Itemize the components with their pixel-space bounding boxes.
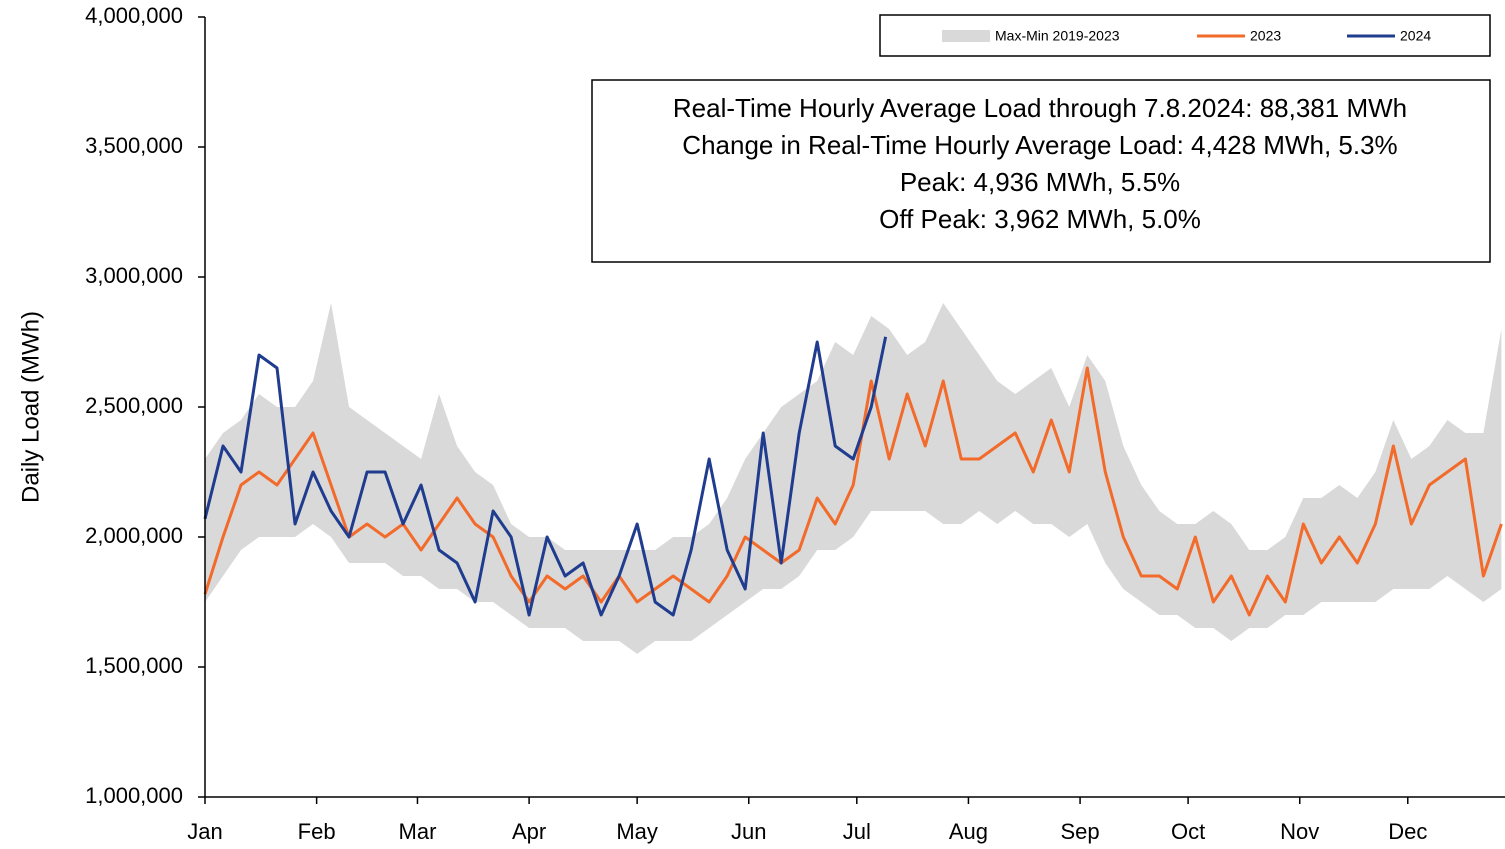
x-tick-label: Jun bbox=[731, 819, 766, 844]
legend-swatch bbox=[942, 30, 990, 42]
x-tick-label: Jul bbox=[843, 819, 871, 844]
annotation: Off Peak: 3,962 MWh, 5.0% bbox=[879, 204, 1201, 234]
y-tick-label: 2,500,000 bbox=[85, 393, 183, 418]
x-tick-label: Aug bbox=[949, 819, 988, 844]
y-tick-label: 4,000,000 bbox=[85, 3, 183, 28]
annotation: Peak: 4,936 MWh, 5.5% bbox=[900, 167, 1180, 197]
legend-label: 2023 bbox=[1250, 28, 1281, 44]
x-tick-label: Feb bbox=[298, 819, 336, 844]
x-tick-label: Mar bbox=[399, 819, 437, 844]
x-tick-label: Jan bbox=[187, 819, 222, 844]
legend-label: Max-Min 2019-2023 bbox=[995, 28, 1120, 44]
x-tick-label: Oct bbox=[1171, 819, 1205, 844]
y-tick-label: 1,000,000 bbox=[85, 783, 183, 808]
y-tick-label: 2,000,000 bbox=[85, 523, 183, 548]
x-tick-label: Nov bbox=[1280, 819, 1319, 844]
annotation: Change in Real-Time Hourly Average Load:… bbox=[682, 130, 1397, 160]
x-tick-label: Sep bbox=[1060, 819, 1099, 844]
y-tick-label: 3,000,000 bbox=[85, 263, 183, 288]
series-line bbox=[203, 366, 1503, 617]
annotation: Real-Time Hourly Average Load through 7.… bbox=[673, 93, 1407, 123]
y-axis-label: Daily Load (MWh) bbox=[17, 311, 44, 503]
y-tick-label: 1,500,000 bbox=[85, 653, 183, 678]
series-line bbox=[203, 336, 888, 617]
annotation-box bbox=[591, 79, 1491, 263]
x-tick-label: Apr bbox=[512, 819, 546, 844]
legend-label: 2024 bbox=[1400, 28, 1431, 44]
x-tick-label: May bbox=[616, 819, 658, 844]
y-tick-label: 3,500,000 bbox=[85, 133, 183, 158]
x-tick-label: Dec bbox=[1388, 819, 1427, 844]
